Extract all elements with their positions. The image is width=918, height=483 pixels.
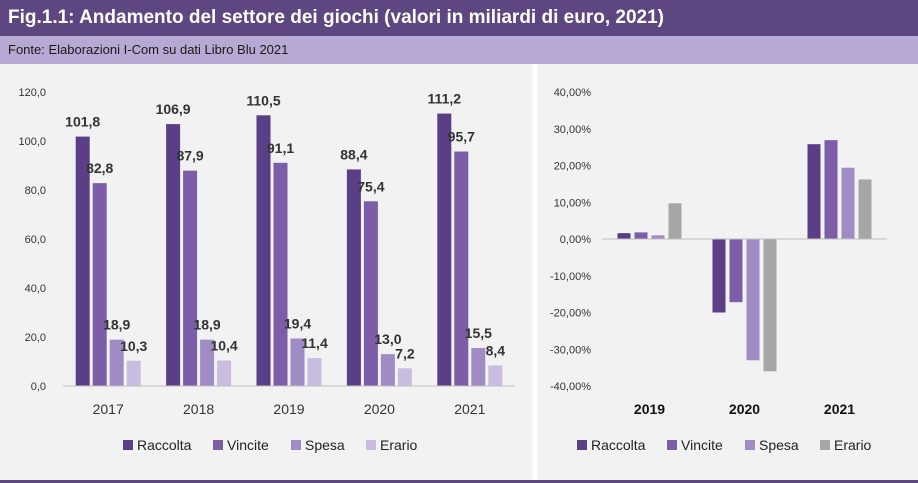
- bar-vincite-2021: [454, 151, 469, 386]
- y-tick-label: 30,00%: [554, 124, 592, 136]
- data-label-raccolta-2017: 101,8: [65, 114, 100, 130]
- bar-raccolta-2021: [437, 113, 452, 386]
- x-category-label: 2020: [364, 401, 395, 417]
- y-tick-label: -40,00%: [550, 381, 591, 393]
- bar-spesa-2019: [651, 235, 665, 239]
- data-label-erario-2018: 10,4: [210, 338, 237, 354]
- bar-vincite-2019: [273, 162, 288, 386]
- bar-spesa-2020: [380, 354, 395, 386]
- data-label-erario-2017: 10,3: [120, 338, 147, 354]
- legend-swatch-vincite: [213, 440, 223, 450]
- figure-title: Fig.1.1: Andamento del settore dei gioch…: [0, 0, 918, 36]
- legend-label-raccolta: Raccolta: [591, 437, 646, 453]
- legend-label-vincite: Vincite: [227, 437, 269, 453]
- y-tick-label: -30,00%: [550, 344, 591, 356]
- data-label-spesa-2017: 18,9: [103, 317, 130, 333]
- left-bar-chart: 0,0 20,0 40,0 60,0 80,0 100,0 120,0 101,8 82,8 18…: [18, 87, 515, 453]
- legend-swatch-erario: [366, 440, 376, 450]
- bottom-border: [0, 480, 918, 483]
- x-category-label: 2017: [93, 401, 124, 417]
- legend-label-spesa: Spesa: [305, 437, 345, 453]
- data-label-vincite-2021: 95,7: [448, 129, 475, 145]
- legend-swatch-spesa: [745, 440, 755, 450]
- figure-source: Fonte: Elaborazioni I-Com su dati Libro …: [0, 36, 918, 64]
- bar-vincite-2018: [183, 170, 198, 386]
- bar-raccolta-2019: [256, 115, 271, 387]
- data-label-raccolta-2019: 110,5: [246, 92, 280, 108]
- bar-vincite-2021: [824, 140, 838, 239]
- x-category-label: 2018: [183, 401, 214, 417]
- data-label-spesa-2018: 18,9: [193, 317, 220, 333]
- data-label-spesa-2020: 13,0: [374, 331, 401, 347]
- left-chart-panel: 0,0 20,0 40,0 60,0 80,0 100,0 120,0 101,8 82,8 18…: [0, 64, 533, 480]
- data-label-spesa-2021: 15,5: [465, 325, 492, 341]
- data-label-vincite-2017: 82,8: [86, 160, 113, 176]
- legend-label-vincite: Vincite: [681, 437, 723, 453]
- data-label-raccolta-2021: 111,2: [428, 91, 462, 107]
- y-tick-label: 20,00%: [554, 161, 592, 173]
- data-label-vincite-2018: 87,9: [176, 148, 203, 164]
- legend-label-erario: Erario: [834, 437, 872, 453]
- x-category-label: 2021: [824, 401, 855, 417]
- y-tick-label: 120,0: [18, 87, 46, 99]
- y-tick-label: 40,00%: [554, 87, 592, 99]
- bar-raccolta-2018: [166, 124, 181, 386]
- y-tick-label: 100,0: [18, 136, 46, 148]
- bar-spesa-2020: [746, 239, 760, 361]
- bar-vincite-2020: [363, 201, 378, 386]
- bar-spesa-2021: [471, 348, 486, 386]
- x-category-label: 2021: [454, 401, 485, 417]
- bar-erario-2020: [397, 368, 412, 386]
- y-tick-label: 20,0: [25, 332, 46, 344]
- data-label-raccolta-2018: 106,9: [156, 101, 191, 117]
- right-bar-chart: -40,00% -30,00% -20,00% -10,00% 0,00% 10,00% 2…: [550, 87, 887, 453]
- data-label-raccolta-2020: 88,4: [340, 146, 367, 162]
- x-category-label: 2019: [273, 401, 304, 417]
- y-tick-label: 0,00%: [560, 234, 591, 246]
- bar-spesa-2017: [109, 339, 124, 386]
- bar-erario-2021: [858, 179, 872, 239]
- legend-swatch-raccolta: [123, 440, 133, 450]
- data-label-erario-2021: 8,4: [486, 342, 506, 358]
- y-tick-label: 60,0: [25, 234, 46, 246]
- x-category-label: 2020: [729, 401, 760, 417]
- y-tick-label: 40,0: [25, 283, 46, 295]
- bar-raccolta-2021: [807, 144, 821, 239]
- data-label-spesa-2019: 19,4: [284, 315, 311, 331]
- legend-swatch-vincite: [667, 440, 677, 450]
- bar-erario-2018: [217, 360, 232, 386]
- bar-spesa-2021: [841, 167, 855, 239]
- data-label-vincite-2019: 91,1: [267, 140, 294, 156]
- bar-raccolta-2020: [346, 169, 361, 386]
- legend-swatch-erario: [820, 440, 830, 450]
- legend-label-erario: Erario: [380, 437, 418, 453]
- y-tick-label: 80,0: [25, 185, 46, 197]
- bar-vincite-2020: [729, 239, 743, 303]
- bar-spesa-2019: [290, 338, 305, 386]
- bar-erario-2021: [488, 365, 503, 386]
- bar-vincite-2019: [634, 232, 648, 239]
- bar-erario-2019: [307, 358, 322, 386]
- y-tick-label: -10,00%: [550, 271, 591, 283]
- data-label-erario-2020: 7,2: [395, 345, 415, 361]
- bar-raccolta-2019: [617, 233, 631, 239]
- bar-erario-2017: [126, 360, 141, 386]
- legend-label-spesa: Spesa: [759, 437, 799, 453]
- y-tick-label: 0,0: [31, 381, 46, 393]
- bar-raccolta-2017: [75, 136, 90, 386]
- y-tick-label: -20,00%: [550, 308, 591, 320]
- data-label-vincite-2020: 75,4: [357, 178, 384, 194]
- legend-swatch-spesa: [291, 440, 301, 450]
- legend-swatch-raccolta: [577, 440, 587, 450]
- right-chart-panel: -40,00% -30,00% -20,00% -10,00% 0,00% 10,00% 2…: [537, 64, 918, 480]
- legend-label-raccolta: Raccolta: [137, 437, 192, 453]
- bar-vincite-2017: [92, 183, 107, 386]
- bar-spesa-2018: [200, 339, 215, 386]
- data-label-erario-2019: 11,4: [301, 335, 328, 351]
- x-category-label: 2019: [634, 401, 665, 417]
- bar-raccolta-2020: [712, 239, 726, 313]
- bar-erario-2020: [763, 239, 777, 372]
- y-tick-label: 10,00%: [554, 197, 592, 209]
- bar-erario-2019: [668, 203, 682, 239]
